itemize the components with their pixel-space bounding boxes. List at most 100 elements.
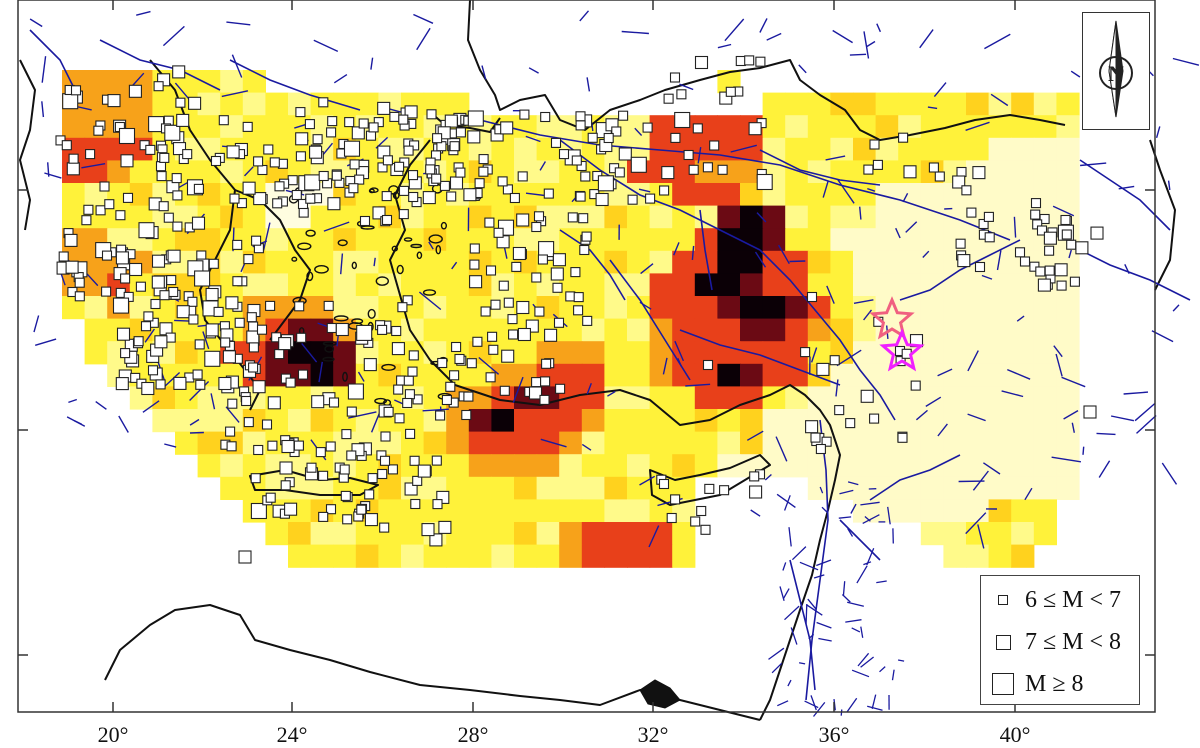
earthquake-square [423, 192, 435, 204]
fault-segment [788, 680, 791, 686]
earthquake-square [121, 155, 133, 167]
earthquake-square [447, 192, 456, 201]
intensity-cell [85, 70, 108, 93]
intensity-cell [243, 206, 266, 229]
intensity-cell [446, 545, 469, 568]
intensity-cell [989, 160, 1012, 183]
intensity-cell [1011, 477, 1034, 500]
earthquake-square [544, 189, 553, 198]
fault-segment [1083, 447, 1084, 455]
fault-segment [334, 75, 347, 83]
intensity-cell [921, 206, 944, 229]
earthquake-square [285, 503, 297, 515]
earthquake-square [750, 486, 762, 498]
fault-segment [413, 15, 433, 24]
intensity-cell [830, 319, 853, 342]
earthquake-square [553, 254, 565, 266]
intensity-cell [785, 296, 808, 319]
intensity-cell [876, 206, 899, 229]
intensity-cell [898, 206, 921, 229]
fault-segment [792, 547, 806, 560]
earthquake-square [560, 150, 569, 159]
earthquake-square [166, 333, 175, 342]
earthquake-square [413, 476, 422, 485]
intensity-cell [672, 296, 695, 319]
intensity-cell [491, 454, 514, 477]
earthquake-square [452, 343, 461, 352]
earthquake-square [512, 262, 521, 271]
earthquake-square [494, 228, 503, 237]
earthquake-square [177, 114, 189, 126]
intensity-cell [672, 454, 695, 477]
earthquake-square [409, 171, 418, 180]
intensity-cell [356, 251, 379, 274]
earthquake-square [508, 315, 517, 324]
fault-segment [1099, 461, 1109, 478]
intensity-cell [966, 499, 989, 522]
intensity-cell [763, 228, 786, 251]
intensity-cell [966, 432, 989, 455]
intensity-cell [1034, 341, 1057, 364]
earthquake-square [154, 82, 163, 91]
intensity-cell [808, 138, 831, 161]
intensity-cell [717, 183, 740, 206]
intensity-cell [1011, 183, 1034, 206]
intensity-cell [333, 93, 356, 116]
intensity-cell [582, 296, 605, 319]
earthquake-square [347, 451, 356, 460]
intensity-cell [424, 545, 447, 568]
earthquake-square [555, 318, 564, 327]
earthquake-square [392, 327, 401, 336]
intensity-cell [695, 228, 718, 251]
intensity-cell [1056, 432, 1079, 455]
earthquake-square [352, 127, 364, 139]
intensity-cell [1034, 522, 1057, 545]
earthquake-square [405, 390, 414, 399]
intensity-cell [717, 228, 740, 251]
intensity-cell [265, 93, 288, 116]
intensity-cell [943, 477, 966, 500]
earthquake-square [173, 191, 182, 200]
intensity-cell [989, 409, 1012, 432]
intensity-cell [311, 273, 334, 296]
earthquake-square [339, 473, 348, 482]
fault-segment [622, 32, 649, 34]
intensity-cell [582, 341, 605, 364]
earthquake-square [266, 301, 275, 310]
intensity-cell [898, 409, 921, 432]
earthquake-square [498, 177, 507, 186]
earthquake-square [467, 359, 476, 368]
intensity-cell [785, 454, 808, 477]
intensity-cell [650, 341, 673, 364]
intensity-cell [853, 454, 876, 477]
intensity-cell [446, 93, 469, 116]
earthquake-square [324, 301, 333, 310]
earthquake-square [319, 98, 328, 107]
intensity-cell [853, 183, 876, 206]
earthquake-square [973, 167, 985, 179]
earthquake-square [399, 115, 408, 124]
earthquake-square [535, 212, 544, 221]
intensity-cell [1034, 432, 1057, 455]
intensity-cell [265, 251, 288, 274]
coastline [1150, 140, 1175, 290]
earthquake-square [176, 98, 185, 107]
earthquake-square [384, 407, 393, 416]
intensity-cell [740, 273, 763, 296]
fault-segment [119, 416, 129, 433]
intensity-cell [446, 296, 469, 319]
intensity-cell [785, 206, 808, 229]
intensity-cell [989, 319, 1012, 342]
earthquake-square [870, 414, 879, 423]
earthquake-square [542, 359, 551, 368]
earthquake-square [446, 382, 455, 391]
earthquake-square [1076, 242, 1088, 254]
intensity-cell [1056, 93, 1079, 116]
earthquake-square [273, 199, 282, 208]
earthquake-square [75, 278, 84, 287]
intensity-cell [650, 432, 673, 455]
earthquake-square [433, 500, 442, 509]
earthquake-square [233, 277, 242, 286]
intensity-cell [514, 432, 537, 455]
intensity-cell [627, 228, 650, 251]
